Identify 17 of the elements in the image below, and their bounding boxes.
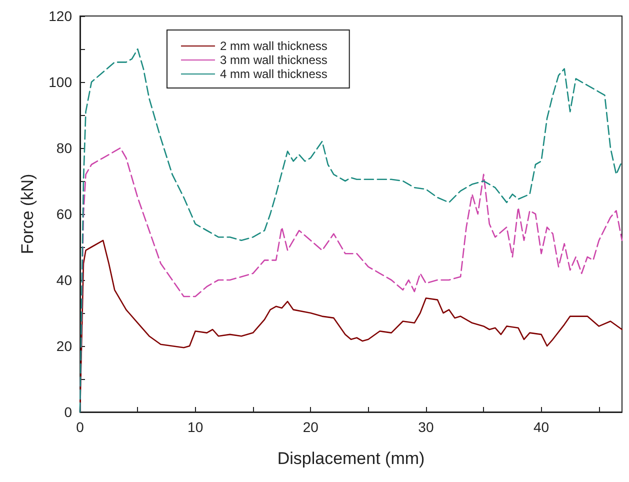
x-tick-label: 40 (533, 419, 550, 435)
y-tick-label: 100 (48, 74, 72, 90)
x-tick-label: 0 (76, 419, 84, 435)
x-axis-title: Displacement (mm) (277, 449, 425, 468)
x-tick-label: 20 (302, 419, 319, 435)
legend-label: 3 mm wall thickness (220, 53, 328, 67)
y-tick-label: 60 (56, 206, 72, 222)
legend-label: 2 mm wall thickness (220, 39, 328, 53)
x-tick-label: 30 (418, 419, 434, 435)
y-axis-title: Force (kN) (18, 174, 37, 254)
y-tick-label: 40 (56, 272, 72, 288)
x-tick-label: 10 (188, 419, 204, 435)
legend-label: 4 mm wall thickness (220, 67, 328, 81)
y-tick-label: 0 (64, 404, 72, 420)
y-tick-label: 80 (56, 140, 72, 156)
y-tick-label: 20 (56, 338, 72, 354)
y-tick-label: 120 (48, 8, 72, 24)
